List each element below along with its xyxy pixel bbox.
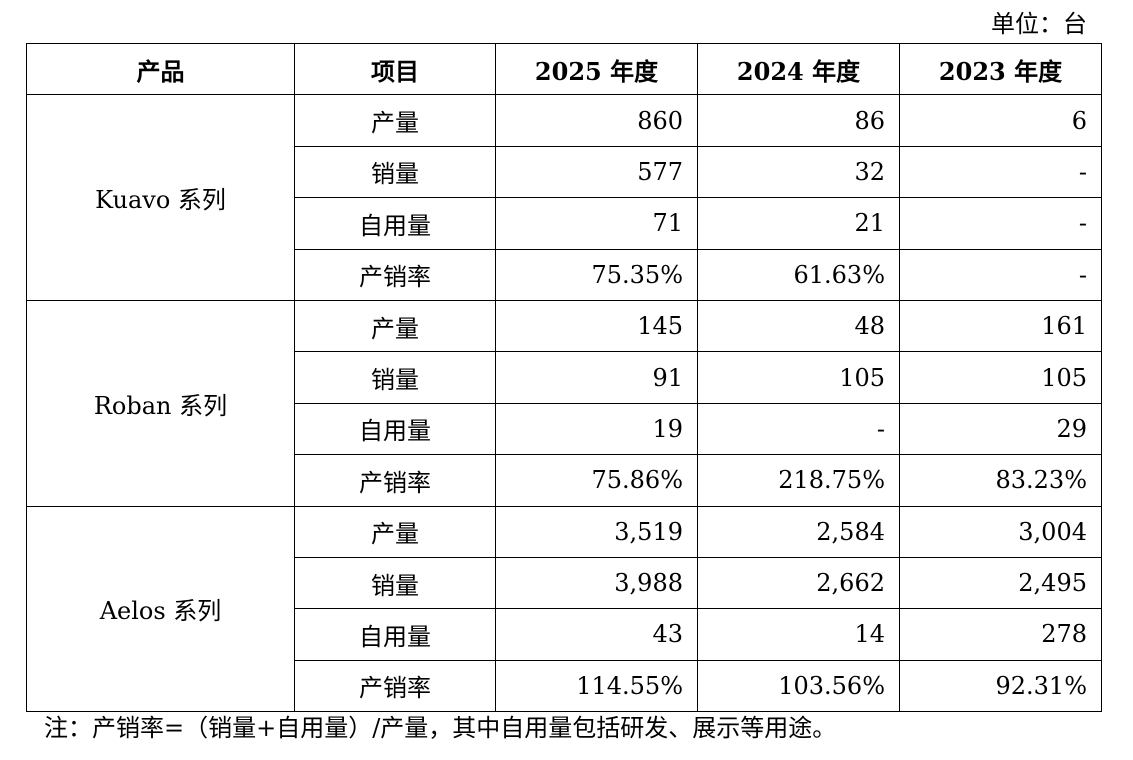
value-2025: 71: [495, 197, 698, 250]
value-2025: 860: [495, 94, 698, 147]
value-2024: 61.63%: [697, 248, 900, 301]
value-2023: 278: [899, 608, 1102, 661]
item-cell: 产销率: [294, 248, 496, 301]
value-2023: 2,495: [899, 556, 1102, 610]
value-2025: 91: [495, 351, 698, 404]
value-2024: 105: [697, 351, 900, 404]
table-row: 销量 3,988 2,662 2,495: [27, 556, 1102, 610]
value-2023: 161: [899, 299, 1102, 353]
item-cell: 销量: [294, 351, 496, 404]
value-2023: 6: [899, 94, 1102, 147]
value-2025: 145: [495, 299, 698, 353]
value-2024: 32: [697, 145, 900, 199]
value-2024: 48: [697, 299, 900, 353]
item-cell: 产量: [294, 94, 496, 147]
table-row: 自用量 71 21 -: [27, 197, 1102, 250]
table-row: 自用量 19 - 29: [27, 402, 1102, 456]
header-2023: 2023 年度: [899, 42, 1102, 96]
product-cell-roban: Roban 系列: [26, 299, 295, 507]
item-cell: 销量: [294, 145, 496, 199]
table-row: Aelos 系列 产量 3,519 2,584 3,004: [26, 505, 1102, 713]
production-sales-table: 产品 项目 2025 年度 2024 年度 2023 年度 Kuavo 系列 产…: [26, 42, 1102, 713]
footnote: 注：产销率=（销量+自用量）/产量，其中自用量包括研发、展示等用途。: [44, 714, 837, 742]
table-row: 产销率 75.86% 218.75% 83.23%: [27, 454, 1102, 507]
value-2024: 2,584: [697, 505, 900, 558]
value-2024: 103.56%: [697, 659, 900, 713]
value-2023: -: [899, 145, 1102, 199]
value-2024: 21: [697, 197, 900, 250]
value-2023: 3,004: [899, 505, 1102, 558]
value-2025: 43: [495, 608, 698, 661]
value-2023: 83.23%: [899, 454, 1102, 507]
item-cell: 产量: [294, 505, 496, 558]
table-row: Roban 系列 产量 145 48 161: [26, 299, 1102, 507]
value-2023: -: [899, 197, 1102, 250]
item-cell: 产销率: [294, 659, 496, 713]
value-2025: 114.55%: [495, 659, 698, 713]
value-2023: -: [899, 248, 1102, 301]
value-2025: 3,988: [495, 556, 698, 610]
item-cell: 自用量: [294, 608, 496, 661]
value-2023: 105: [899, 351, 1102, 404]
header-item: 项目: [294, 42, 496, 96]
item-cell: 自用量: [294, 197, 496, 250]
header-product: 产品: [26, 42, 295, 96]
header-2024: 2024 年度: [697, 42, 900, 96]
item-cell: 销量: [294, 556, 496, 610]
item-cell: 产量: [294, 299, 496, 353]
product-cell-kuavo: Kuavo 系列: [26, 94, 295, 301]
value-2024: -: [697, 402, 900, 456]
unit-label: 单位：台: [991, 10, 1087, 38]
header-2025: 2025 年度: [495, 42, 698, 96]
table-row: 产销率 75.35% 61.63% -: [27, 248, 1102, 301]
value-2024: 2,662: [697, 556, 900, 610]
value-2024: 218.75%: [697, 454, 900, 507]
table-row: 销量 577 32 -: [27, 145, 1102, 199]
table-row: 自用量 43 14 278: [27, 608, 1102, 661]
value-2024: 86: [697, 94, 900, 147]
value-2024: 14: [697, 608, 900, 661]
value-2025: 3,519: [495, 505, 698, 558]
value-2023: 29: [899, 402, 1102, 456]
table-row: 销量 91 105 105: [27, 351, 1102, 404]
item-cell: 产销率: [294, 454, 496, 507]
product-cell-aelos: Aelos 系列: [26, 505, 295, 713]
item-cell: 自用量: [294, 402, 496, 456]
value-2025: 75.35%: [495, 248, 698, 301]
value-2023: 92.31%: [899, 659, 1102, 713]
table-row: 产销率 114.55% 103.56% 92.31%: [27, 659, 1102, 713]
header-row: 产品 项目 2025 年度 2024 年度 2023 年度: [26, 42, 1102, 96]
table-row: Kuavo 系列 产量 860 86 6: [26, 94, 1102, 301]
value-2025: 75.86%: [495, 454, 698, 507]
value-2025: 19: [495, 402, 698, 456]
value-2025: 577: [495, 145, 698, 199]
